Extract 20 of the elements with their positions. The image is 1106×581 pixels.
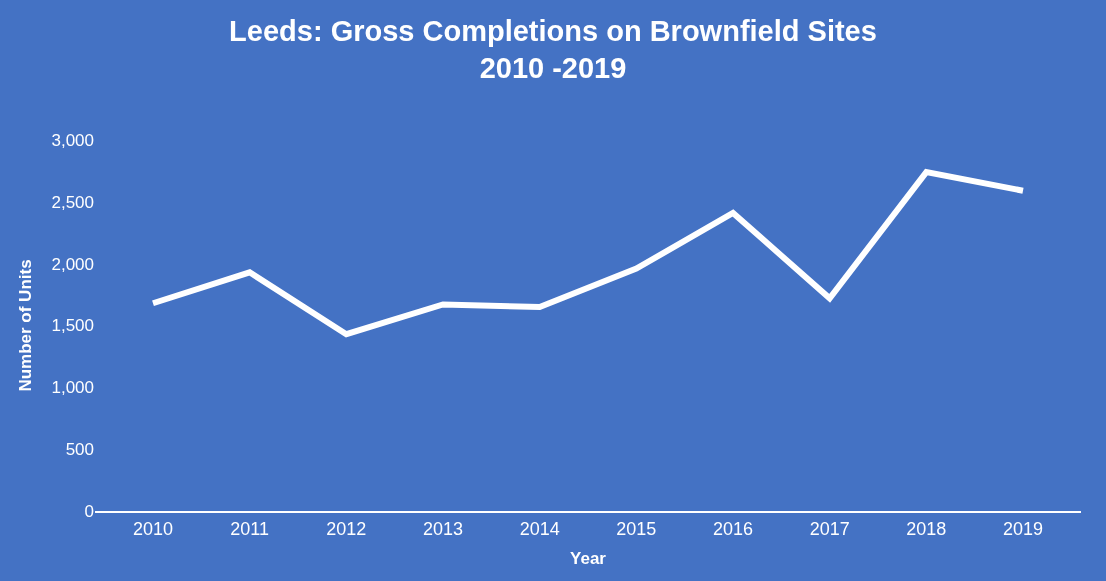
- y-tick-label: 2,000: [51, 254, 94, 274]
- x-tick-label: 2016: [712, 518, 754, 539]
- x-axis-title: Year: [570, 549, 607, 569]
- x-tick-label: 2011: [230, 518, 270, 539]
- y-tick-label: 1,000: [51, 378, 94, 398]
- x-tick-label: 2012: [326, 518, 367, 539]
- x-tick-label: 2018: [906, 518, 947, 539]
- x-tick-label: 2014: [519, 518, 560, 539]
- x-tick-label: 2017: [809, 518, 850, 539]
- y-tick-label: 500: [65, 440, 94, 460]
- x-tick-label: 2015: [616, 518, 657, 539]
- y-axis-title: Number of Units: [16, 259, 35, 392]
- y-tick-label: 1,500: [51, 316, 94, 336]
- y-tick-label: 2,500: [51, 192, 94, 212]
- x-tick-label: 2019: [1002, 518, 1044, 539]
- y-tick-label: 0: [84, 501, 94, 521]
- chart-title: Leeds: Gross Completions on Brownfield Sites 2010 -2019: [229, 14, 877, 85]
- x-tick-label: 2010: [132, 518, 174, 539]
- y-tick-label: 3,000: [51, 130, 94, 150]
- x-tick-label: 2013: [422, 518, 464, 539]
